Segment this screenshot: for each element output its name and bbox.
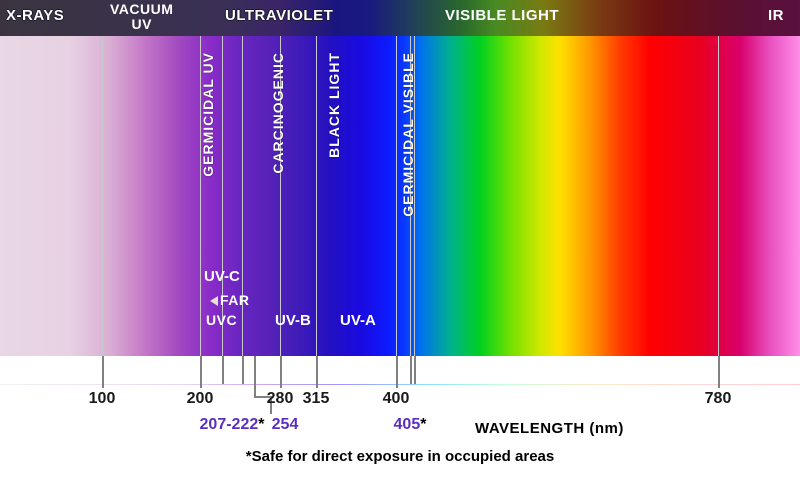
nm-780: 780 <box>705 390 732 408</box>
tick-280 <box>280 356 282 388</box>
nm-400: 400 <box>383 390 410 408</box>
hdr-xrays: X-RAYS <box>6 7 64 24</box>
nm-200: 200 <box>187 390 214 408</box>
div-315 <box>316 36 317 356</box>
footnote: *Safe for direct exposure in occupied ar… <box>0 448 800 465</box>
tick-780 <box>718 356 720 388</box>
div-242 <box>242 36 243 356</box>
div-780 <box>718 36 719 356</box>
vl-black-light: BLACK LIGHT <box>326 52 342 158</box>
knee-254 <box>254 356 256 396</box>
tick-400 <box>396 356 398 388</box>
tick-222 <box>222 356 224 384</box>
axis-area: 100 200 280 315 400 780 207-222* 254 405… <box>0 356 800 500</box>
wavelength-label: WAVELENGTH (nm) <box>475 420 624 437</box>
sp-405: 405* <box>394 416 427 434</box>
nm-280: 280 <box>267 390 294 408</box>
vl-carcinogenic: CARCINOGENIC <box>270 52 286 174</box>
div-400 <box>396 36 397 356</box>
tick-200 <box>200 356 202 388</box>
lbl-far: FAR <box>210 292 250 308</box>
nm-100: 100 <box>89 390 116 408</box>
hdr-ultraviolet: ULTRAVIOLET <box>225 7 333 24</box>
tick-405b <box>414 356 416 384</box>
header-bar: X-RAYS VACUUM UV ULTRAVIOLET VISIBLE LIG… <box>0 0 800 36</box>
vl-germicidal-visible: GERMICIDAL VISIBLE <box>400 52 416 217</box>
sp-207-222: 207-222* <box>200 416 265 434</box>
tick-405a <box>410 356 412 384</box>
hdr-ir: IR <box>768 7 784 24</box>
div-100 <box>102 36 103 356</box>
sp-254: 254 <box>272 416 299 434</box>
triangle-left-icon <box>210 296 218 306</box>
vl-germicidal-uv: GERMICIDAL UV <box>200 52 216 177</box>
hdr-visible: VISIBLE LIGHT <box>445 7 559 24</box>
lbl-uvc: UV-C <box>204 268 240 285</box>
lbl-uvb: UV-B <box>275 312 311 329</box>
spectrum-band: GERMICIDAL UV CARCINOGENIC BLACK LIGHT G… <box>0 36 800 356</box>
lbl-uva: UV-A <box>340 312 376 329</box>
scale-line <box>0 384 800 385</box>
tick-315 <box>316 356 318 388</box>
div-222 <box>222 36 223 356</box>
tick-100 <box>102 356 104 388</box>
hdr-vacuum-uv: VACUUM UV <box>110 2 173 32</box>
nm-315: 315 <box>303 390 330 408</box>
tick-242 <box>242 356 244 384</box>
lbl-far-uvc2: UVC <box>206 312 237 328</box>
